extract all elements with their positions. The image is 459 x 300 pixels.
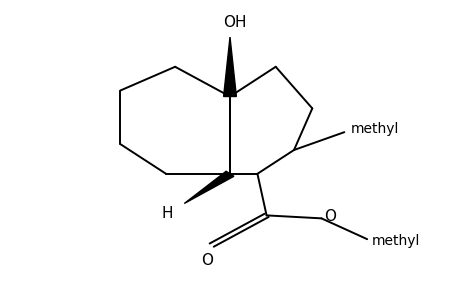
Text: OH: OH	[222, 15, 246, 30]
Text: methyl: methyl	[350, 122, 399, 136]
Text: methyl: methyl	[371, 234, 419, 248]
Text: O: O	[201, 253, 213, 268]
Text: H: H	[161, 206, 173, 221]
Polygon shape	[184, 171, 233, 203]
Polygon shape	[223, 37, 236, 97]
Text: O: O	[323, 209, 335, 224]
